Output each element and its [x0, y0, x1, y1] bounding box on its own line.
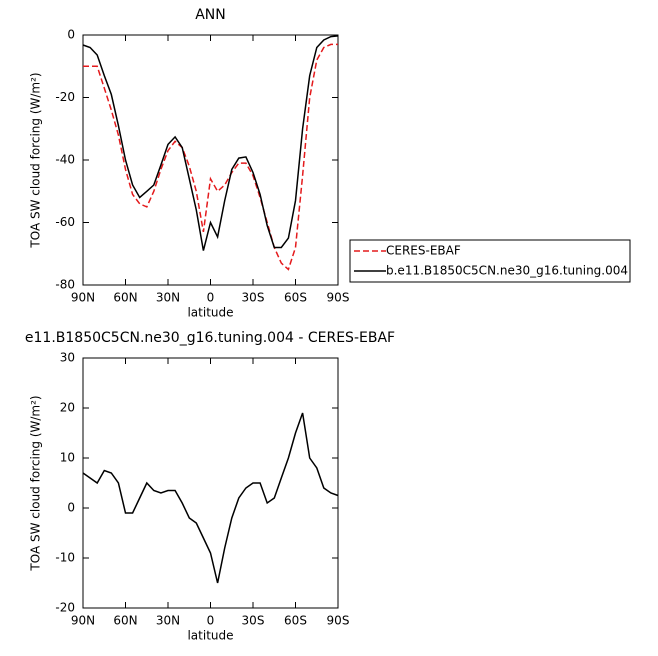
- y-axis-label: TOA SW cloud forcing (W/m²): [29, 395, 43, 571]
- x-tick-label: 30S: [242, 291, 265, 305]
- y-tick-label: 0: [67, 28, 75, 42]
- y-tick-label: 30: [60, 351, 75, 365]
- x-tick-label: 60S: [284, 614, 307, 628]
- x-tick-label: 90N: [71, 614, 95, 628]
- x-tick-label: 0: [207, 614, 215, 628]
- x-tick-label: 60N: [113, 614, 137, 628]
- x-tick-label: 30N: [156, 291, 180, 305]
- y-axis-label: TOA SW cloud forcing (W/m²): [29, 72, 43, 248]
- chart-title: e11.B1850C5CN.ne30_g16.tuning.004 - CERE…: [25, 330, 395, 346]
- y-tick-label: -80: [55, 278, 75, 292]
- x-tick-label: 90S: [327, 291, 350, 305]
- chart-title: ANN: [195, 7, 226, 23]
- x-tick-label: 90N: [71, 291, 95, 305]
- y-tick-label: 10: [60, 451, 75, 465]
- legend-box: [349, 239, 631, 283]
- y-tick-label: 20: [60, 401, 75, 415]
- plot-frame: [82, 357, 339, 609]
- y-tick-label: -60: [55, 215, 75, 229]
- y-tick-label: -20: [55, 601, 75, 615]
- y-tick-label: -20: [55, 90, 75, 104]
- data-line: [82, 412, 339, 584]
- x-axis-label: latitude: [187, 306, 233, 320]
- x-tick-label: 30S: [242, 614, 265, 628]
- legend-label: b.e11.B1850C5CN.ne30_g16.tuning.004: [386, 264, 628, 278]
- data-line: [83, 43, 338, 271]
- x-tick-label: 0: [207, 291, 215, 305]
- x-axis-label: latitude: [187, 629, 233, 643]
- legend-label: CERES-EBAF: [386, 244, 461, 258]
- x-tick-label: 90S: [327, 614, 350, 628]
- x-tick-label: 60S: [284, 291, 307, 305]
- y-tick-label: -40: [55, 153, 75, 167]
- y-tick-label: 0: [67, 501, 75, 515]
- x-tick-label: 30N: [156, 614, 180, 628]
- data-line: [82, 35, 339, 251]
- y-tick-label: -10: [55, 551, 75, 565]
- x-tick-label: 60N: [113, 291, 137, 305]
